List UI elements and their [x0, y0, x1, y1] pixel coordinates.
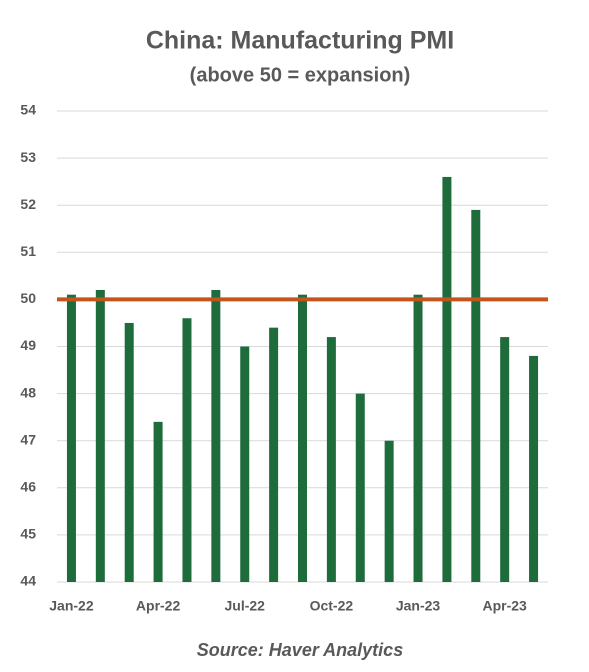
chart-subtitle: (above 50 = expansion): [190, 64, 411, 86]
bar: [66, 294, 76, 582]
source-note: Source: Haver Analytics: [197, 640, 403, 660]
x-tick-label: Oct-22: [310, 598, 354, 614]
bar: [500, 337, 510, 582]
bar: [326, 337, 336, 582]
bar: [211, 289, 221, 582]
x-tick-label: Jan-23: [396, 598, 441, 614]
bar: [413, 294, 423, 582]
chart-title: China: Manufacturing PMI: [146, 27, 454, 55]
bar: [240, 346, 250, 582]
bar: [182, 318, 192, 582]
y-tick-label: 47: [20, 431, 36, 447]
y-tick-label: 50: [20, 290, 36, 306]
y-tick-label: 54: [20, 102, 36, 118]
bar: [269, 327, 279, 582]
bar: [298, 294, 307, 582]
bar: [384, 440, 394, 582]
bar: [529, 355, 539, 582]
y-tick-label: 52: [20, 196, 36, 212]
x-tick-label: Apr-23: [482, 598, 527, 614]
y-tick-label: 45: [20, 526, 36, 542]
y-tick-label: 44: [20, 573, 36, 589]
y-tick-label: 49: [20, 337, 36, 353]
bar: [471, 209, 481, 582]
x-tick-label: Jan-22: [49, 598, 94, 614]
y-tick-label: 46: [20, 479, 36, 495]
x-tick-label: Jul-22: [225, 598, 266, 614]
bar: [124, 322, 134, 582]
y-tick-label: 51: [20, 243, 36, 259]
x-tick-label: Apr-22: [136, 598, 181, 614]
bar: [153, 421, 163, 582]
bar: [442, 176, 452, 582]
bar: [355, 393, 365, 582]
bar: [95, 289, 105, 582]
y-tick-label: 48: [20, 384, 36, 400]
y-tick-label: 53: [20, 149, 36, 165]
